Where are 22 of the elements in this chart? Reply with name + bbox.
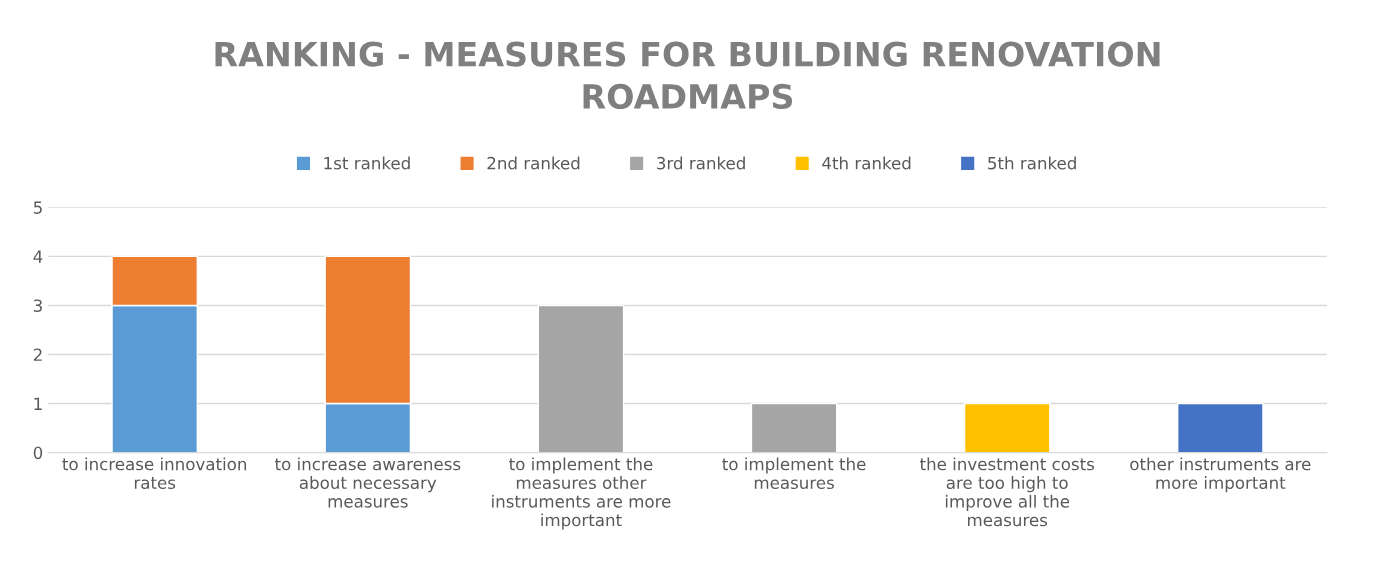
y-tick-label: 0 xyxy=(33,446,43,460)
x-tick-label: to implement the measures xyxy=(722,457,866,490)
x-tick-label: to implement the measures other instruments are more important xyxy=(492,457,671,530)
legend-label: 5th ranked xyxy=(988,156,1076,170)
bar xyxy=(1176,402,1264,453)
bar xyxy=(537,304,625,453)
legend-label: 3rd ranked xyxy=(657,156,745,170)
bar xyxy=(750,402,838,453)
x-tick-label: to increase innovation rates xyxy=(62,457,247,490)
x-tick-label: other instruments are more important xyxy=(1130,457,1311,493)
y-tick-label: 3 xyxy=(33,299,42,312)
y-tick-label: 5 xyxy=(33,201,42,214)
y-tick-label: 1 xyxy=(34,397,42,410)
x-tick-label: to increase awareness about necessary measures xyxy=(274,457,461,508)
legend-label: 4th ranked xyxy=(822,156,911,170)
y-tick-label: 2 xyxy=(33,348,42,361)
legend-label: 1st ranked xyxy=(324,156,410,170)
y-tick-label: 4 xyxy=(33,250,43,263)
bar xyxy=(963,402,1051,453)
x-tick-label: the investment costs are too high to improve all the measures xyxy=(919,457,1095,527)
legend-label: 2nd ranked xyxy=(487,156,580,170)
chart-title: RANKING - MEASURES FOR BUILDING RENOVATION ROADMAPS xyxy=(215,41,1160,110)
